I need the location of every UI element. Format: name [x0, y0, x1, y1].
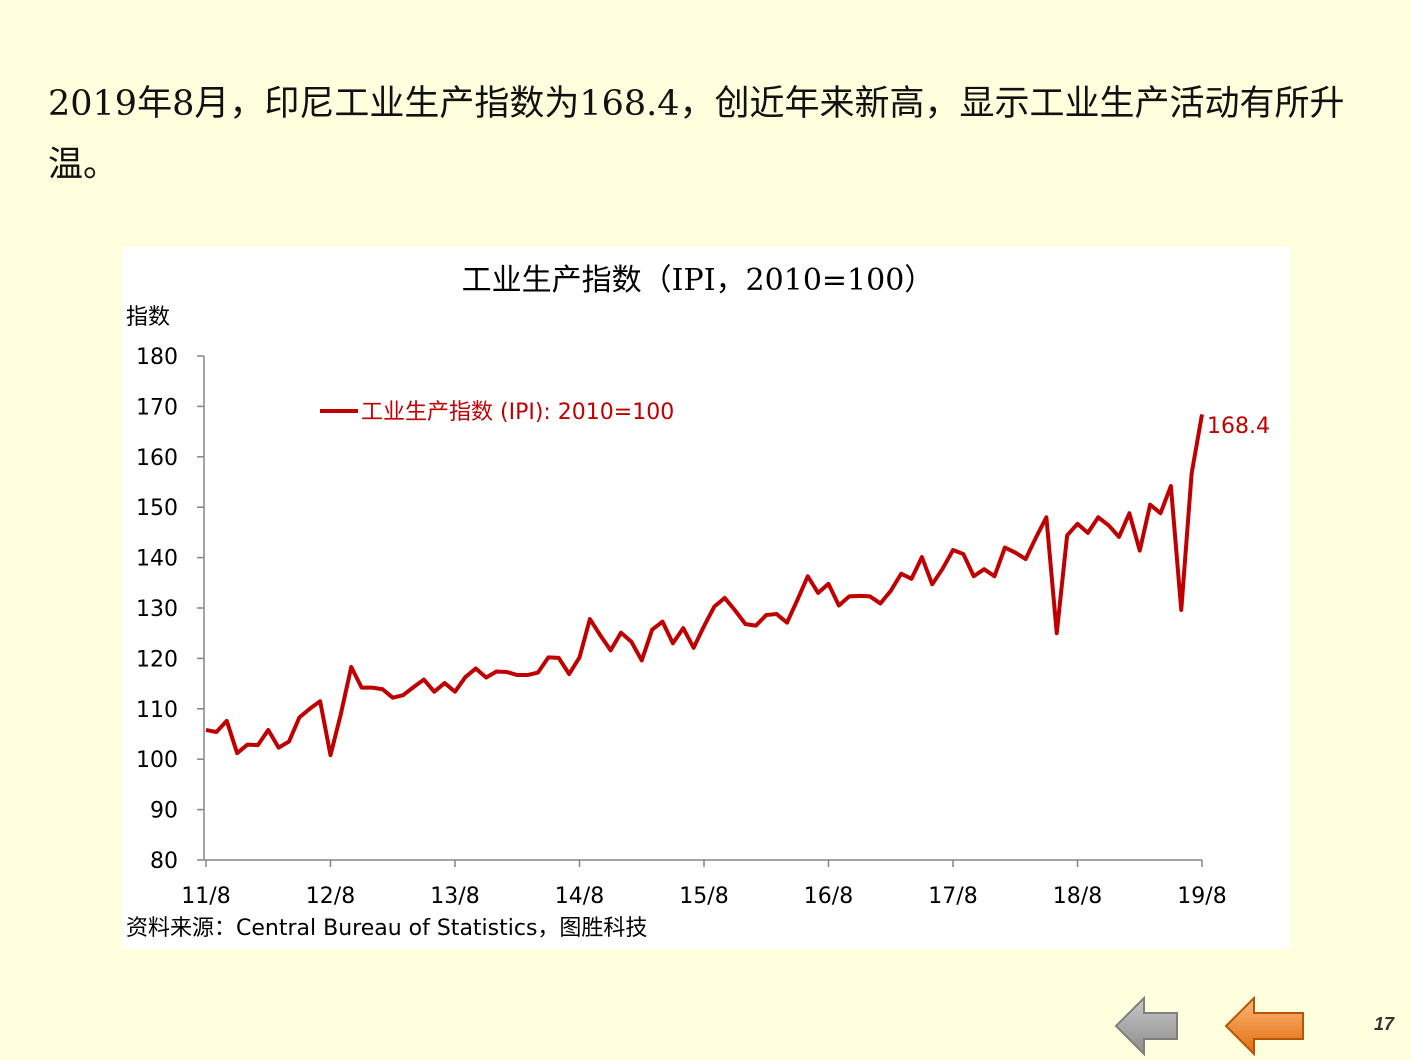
y-tick-label: 80	[150, 849, 178, 874]
y-tick-label: 120	[136, 647, 178, 672]
x-tick-label: 15/8	[679, 884, 728, 909]
y-tick-label: 150	[136, 496, 178, 521]
left-arrow-orange-icon	[1224, 995, 1304, 1057]
y-axis: 80 90 100 110 120 130 140 150 160 170 180	[136, 345, 205, 874]
x-tick-label: 18/8	[1053, 884, 1102, 909]
x-axis: 11/8 12/8 13/8 14/8 15/8 16/8 17/8 18/8 19/8	[181, 859, 1227, 909]
left-arrow-gray-icon	[1114, 995, 1178, 1057]
ipi-chart: 工业生产指数（IPI，2010=100） 指数 80 90 100 110 120 130…	[122, 247, 1290, 949]
x-tick-label: 12/8	[306, 884, 355, 909]
y-tick-label: 180	[136, 345, 178, 370]
legend: 工业生产指数 (IPI): 2010=100	[320, 400, 674, 425]
y-axis-label: 指数	[126, 305, 170, 330]
x-tick-label: 14/8	[555, 884, 604, 909]
series-line-ipi	[205, 414, 1204, 758]
headline-text: 2019年8月，印尼工业生产指数为168.4，创近年来新高，显示工业生产活动有所…	[48, 84, 1345, 185]
legend-label: 工业生产指数 (IPI): 2010=100	[361, 400, 674, 425]
next-page-button[interactable]	[1224, 995, 1306, 1057]
source-note: 资料来源：Central Bureau of Statistics，图胜科技	[126, 916, 647, 941]
x-tick-label: 11/8	[181, 884, 230, 909]
end-value-label: 168.4	[1207, 414, 1270, 439]
x-tick-label: 16/8	[804, 884, 853, 909]
page-number: 17	[1373, 1014, 1394, 1034]
x-tick-label: 19/8	[1177, 884, 1226, 909]
y-tick-label: 90	[150, 799, 178, 824]
y-tick-label: 140	[136, 547, 178, 572]
y-tick-label: 160	[136, 446, 178, 471]
series-layer	[205, 414, 1204, 758]
x-tick-label: 17/8	[928, 884, 977, 909]
y-tick-label: 130	[136, 597, 178, 622]
chart-title: 工业生产指数（IPI，2010=100）	[462, 263, 935, 298]
y-tick-label: 110	[136, 698, 178, 723]
x-tick-label: 13/8	[430, 884, 479, 909]
y-tick-label: 100	[136, 748, 178, 773]
prev-page-button[interactable]	[1114, 995, 1180, 1057]
chart-svg: 工业生产指数（IPI，2010=100） 指数 80 90 100 110 120 130…	[126, 263, 1270, 941]
y-tick-label: 170	[136, 395, 178, 420]
